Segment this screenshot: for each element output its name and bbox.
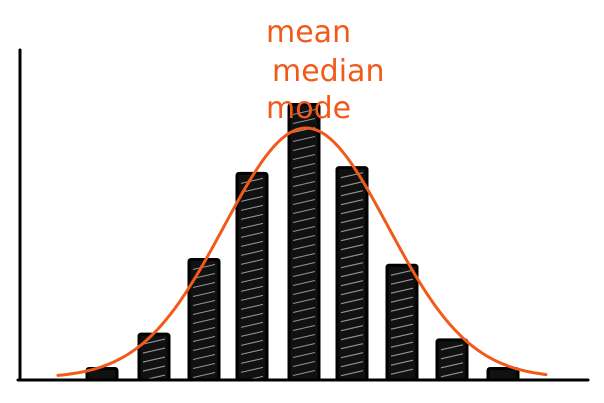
- annotation-layer: mean median mode: [266, 15, 384, 126]
- bars-layer: [85, 103, 520, 382]
- bar-texture-7: [390, 269, 414, 375]
- bar-texture-3: [192, 263, 216, 379]
- bar-texture-4: [240, 177, 264, 382]
- bar-texture-2: [142, 338, 166, 381]
- bar-texture-5: [292, 108, 316, 377]
- bar-9: [486, 367, 520, 382]
- annotation-mean: mean: [266, 15, 351, 50]
- normal-curve-line: [56, 126, 548, 377]
- bar-texture-8: [440, 344, 464, 378]
- annotation-mode: mode: [266, 91, 351, 126]
- annotation-median: median: [272, 54, 384, 89]
- bar-texture-6: [340, 172, 364, 377]
